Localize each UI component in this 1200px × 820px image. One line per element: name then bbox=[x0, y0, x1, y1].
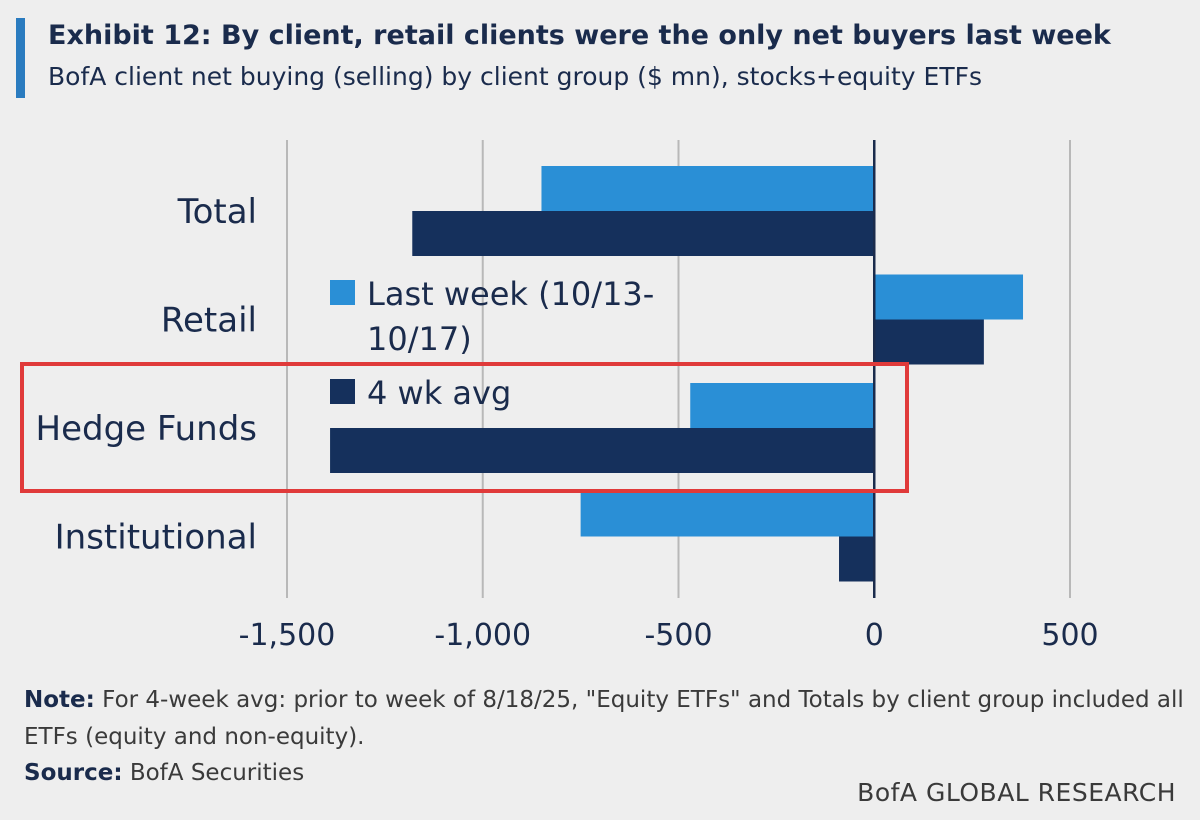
bar-4wk-avg bbox=[839, 536, 875, 582]
legend-label-last-week: 10/17) bbox=[367, 320, 472, 358]
category-label: Institutional bbox=[55, 518, 257, 558]
bar-4wk-avg bbox=[412, 211, 875, 256]
bar-4wk-avg bbox=[874, 319, 984, 365]
bar-4wk-avg bbox=[330, 428, 875, 473]
x-tick-label: -1,000 bbox=[434, 618, 531, 653]
source-text: BofA Securities bbox=[122, 760, 305, 786]
bar-last-week bbox=[874, 274, 1024, 320]
hedge-funds-highlight-box bbox=[20, 362, 909, 493]
bar-chart: Total Retail Hedge Funds Institutional -1,50… bbox=[20, 140, 1099, 653]
x-tick-label: -500 bbox=[644, 618, 712, 653]
legend-swatch-4wk-avg bbox=[330, 379, 355, 404]
title-accent-bar bbox=[16, 18, 25, 98]
bar-last-week bbox=[690, 383, 875, 428]
chart-title: Exhibit 12: By client, retail clients we… bbox=[48, 20, 1111, 51]
category-label: Total bbox=[177, 192, 257, 232]
source-label: Source: bbox=[24, 760, 123, 786]
bar-last-week bbox=[580, 491, 875, 537]
category-label: Retail bbox=[161, 301, 257, 341]
legend-label-last-week: Last week (10/13- bbox=[367, 275, 654, 313]
legend-label-4wk-avg: 4 wk avg bbox=[367, 374, 511, 412]
legend-swatch-last-week bbox=[330, 280, 355, 305]
bar-last-week bbox=[541, 166, 875, 211]
category-label: Hedge Funds bbox=[36, 409, 257, 449]
note-text: For 4-week avg: prior to week of 8/18/25… bbox=[24, 687, 1184, 750]
x-tick-label: -1,500 bbox=[239, 618, 336, 653]
chart-source: Source: BofA Securities bbox=[24, 760, 304, 786]
chart-subtitle: BofA client net buying (selling) by clie… bbox=[48, 62, 983, 91]
note-label: Note: bbox=[24, 687, 95, 713]
x-tick-label: 0 bbox=[865, 618, 884, 653]
chart-note: Note: For 4-week avg: prior to week of 8… bbox=[24, 682, 1184, 756]
x-tick-label: 500 bbox=[1041, 618, 1098, 653]
brand-label: BofA GLOBAL RESEARCH bbox=[857, 778, 1176, 807]
